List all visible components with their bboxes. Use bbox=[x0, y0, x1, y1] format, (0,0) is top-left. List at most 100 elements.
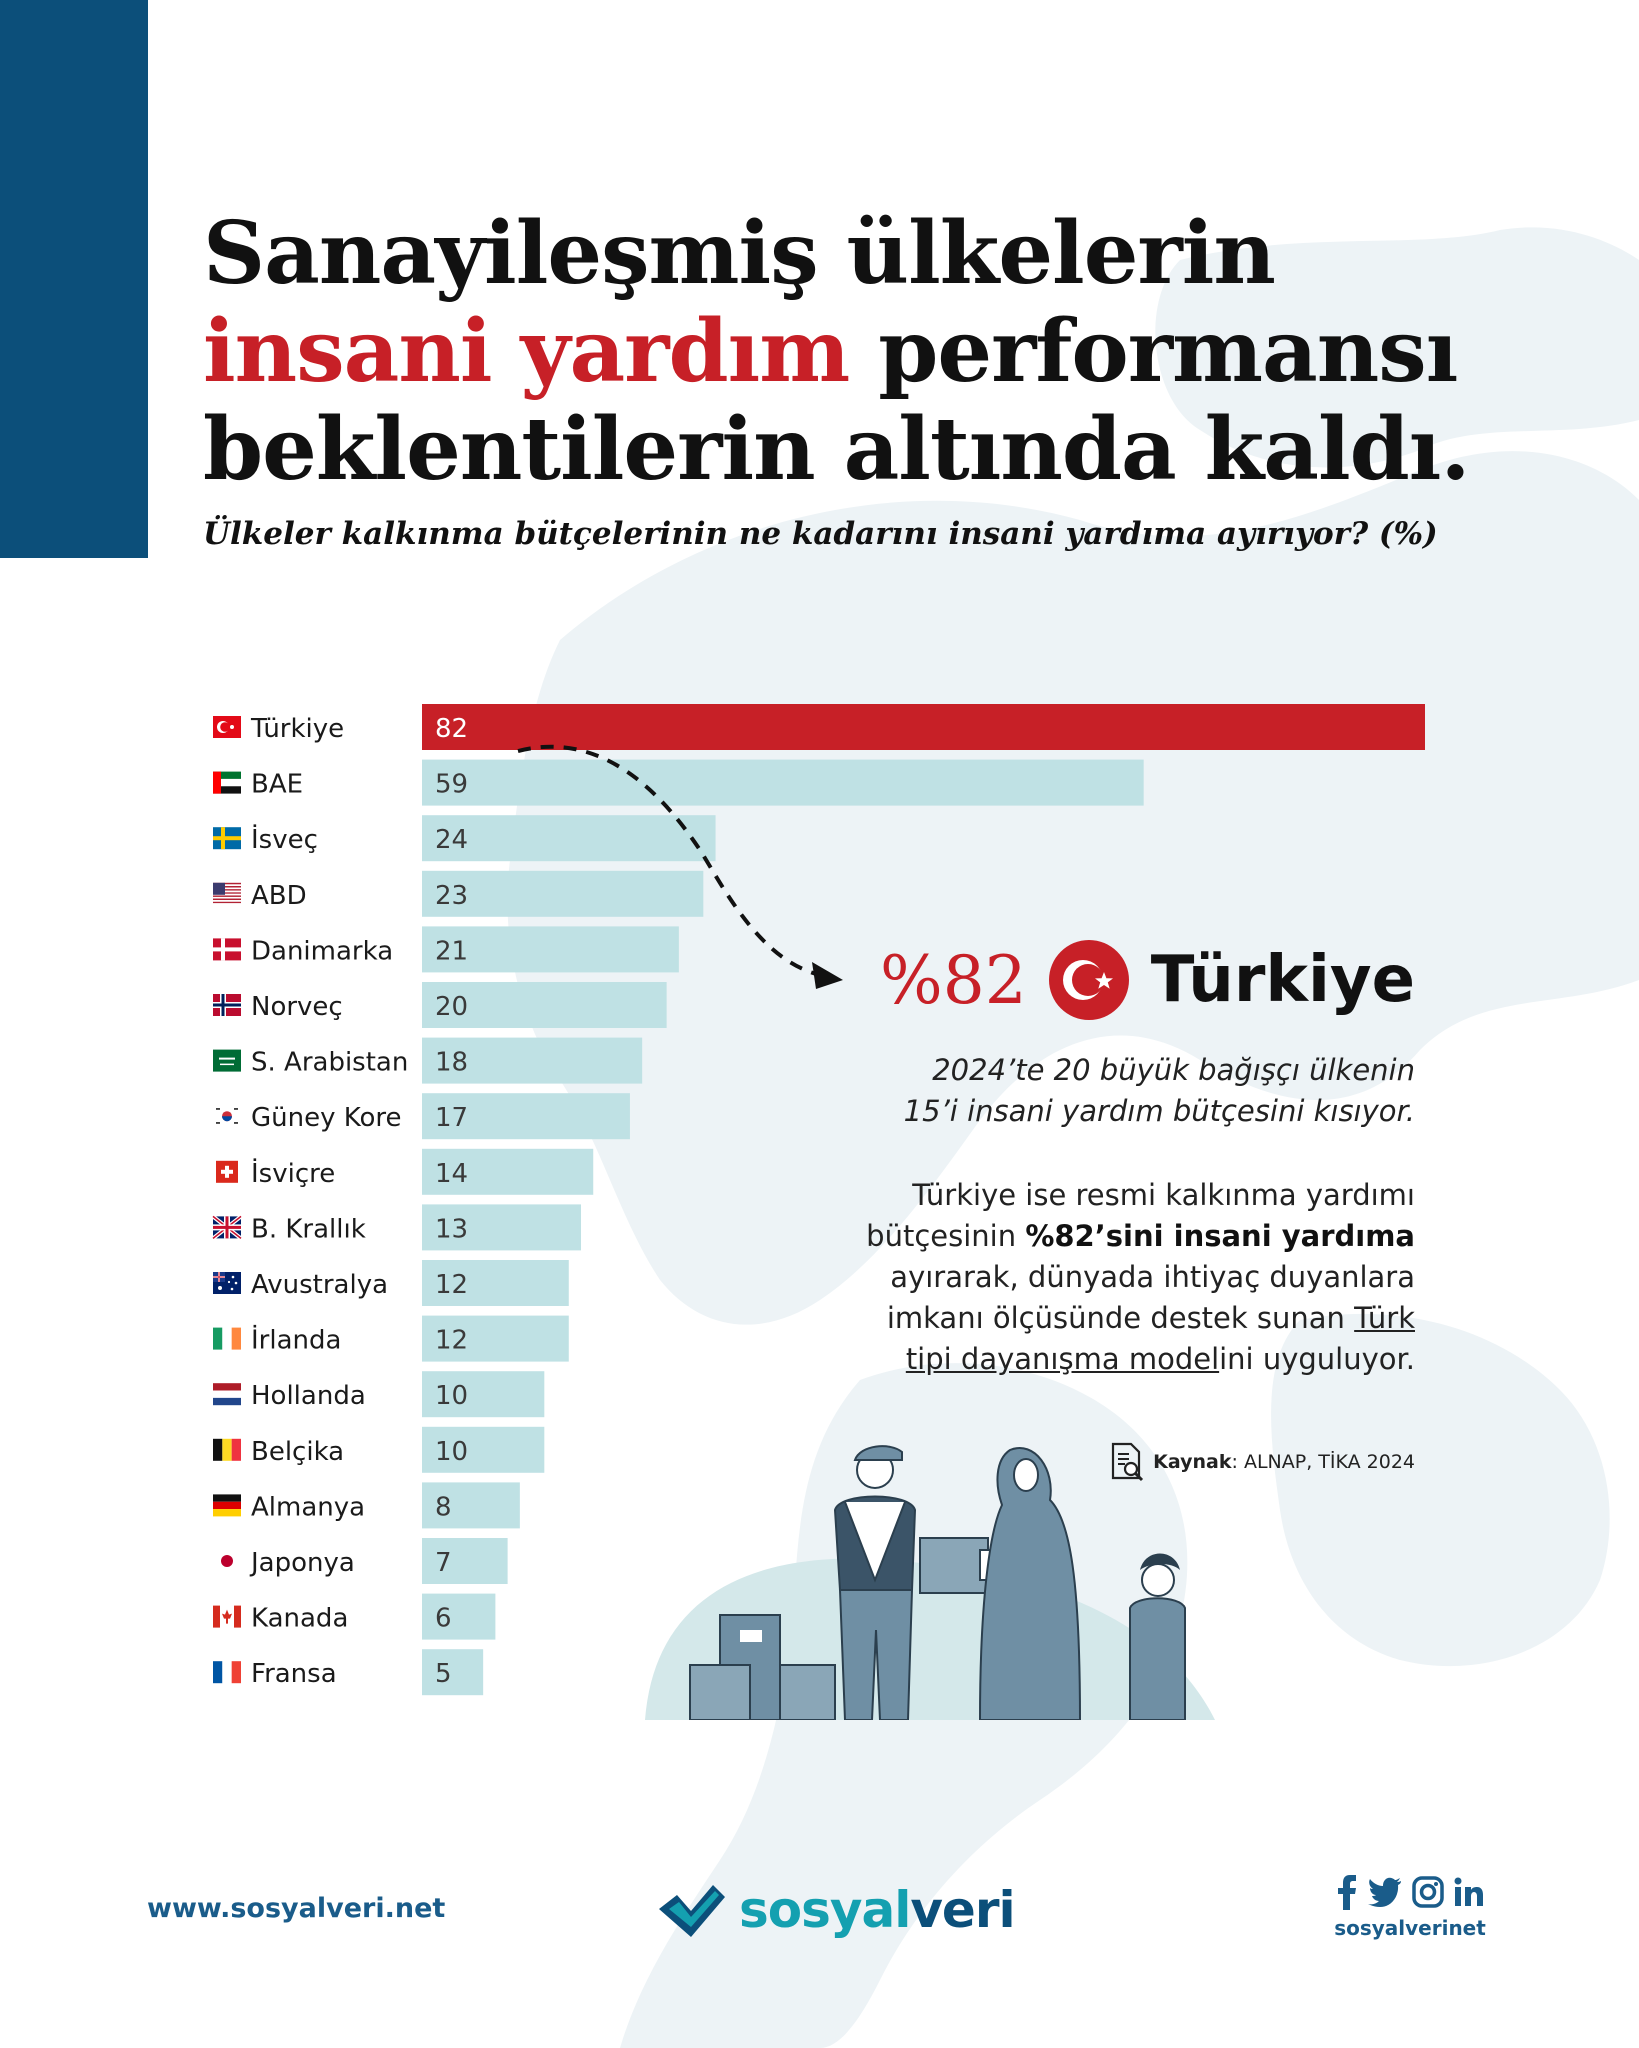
value-label: 20 bbox=[435, 992, 468, 1022]
flag-be-icon bbox=[213, 1438, 241, 1461]
flag-gb-icon bbox=[211, 1214, 243, 1240]
flag-se-icon bbox=[213, 827, 241, 850]
category-label: ABD bbox=[251, 881, 307, 911]
flag-dk-icon bbox=[213, 938, 241, 961]
bar-18 bbox=[422, 1649, 484, 1696]
bar-10 bbox=[422, 1204, 582, 1251]
page-title: Sanayileşmiş ülkelerin insani yardım per… bbox=[203, 205, 1503, 499]
body-line-3: ayırarak, dünyada ihtiyaç duyanlara bbox=[890, 1260, 1415, 1294]
chart-row-5: Danimarka 21 bbox=[213, 926, 679, 973]
source-text: : ALNAP, TİKA 2024 bbox=[1231, 1451, 1416, 1473]
flag-no-icon bbox=[213, 994, 241, 1016]
callout-arrow bbox=[517, 744, 843, 989]
category-label: Norveç bbox=[251, 992, 343, 1022]
bar-5 bbox=[422, 926, 679, 973]
twitter-icon[interactable] bbox=[1368, 1877, 1402, 1907]
chart-row-3: İsveç 24 bbox=[213, 815, 716, 862]
value-label: 12 bbox=[435, 1326, 468, 1356]
category-label: Japonya bbox=[249, 1548, 355, 1578]
flag-de-icon bbox=[213, 1494, 241, 1517]
chart-row-12: İrlanda 12 bbox=[213, 1315, 569, 1362]
body-line-4-link: Türk bbox=[1354, 1301, 1415, 1335]
social-handle[interactable]: sosyalverinet bbox=[1334, 1916, 1486, 1940]
bar-6 bbox=[422, 982, 667, 1028]
bar-14 bbox=[422, 1426, 545, 1473]
chart-row-8: Güney Kore 17 bbox=[213, 1093, 630, 1140]
value-label: 6 bbox=[435, 1604, 452, 1634]
bar-7 bbox=[422, 1037, 643, 1084]
value-label: 12 bbox=[435, 1270, 468, 1300]
title-accent: insani yardım bbox=[203, 301, 850, 402]
category-label: Türkiye bbox=[250, 714, 344, 744]
category-label: Avustralya bbox=[251, 1270, 388, 1300]
note-line-1: 2024’te 20 büyük bağışçı ülkenin bbox=[932, 1053, 1415, 1087]
callout-percent: %82 bbox=[879, 941, 1027, 1019]
callout-heading: %82 Türkiye bbox=[880, 940, 1415, 1020]
bar-9 bbox=[422, 1148, 594, 1195]
chart-row-10: B. Krallık 13 bbox=[211, 1204, 582, 1251]
value-label: 17 bbox=[435, 1103, 468, 1133]
bar-3 bbox=[422, 815, 716, 862]
chart-row-18: Fransa 5 bbox=[213, 1649, 484, 1696]
category-label: S. Arabistan bbox=[251, 1048, 408, 1078]
side-accent-bar bbox=[0, 0, 148, 558]
facebook-icon[interactable] bbox=[1336, 1874, 1358, 1910]
note-line-2: 15’i insani yardım bütçesini kısıyor. bbox=[903, 1094, 1415, 1128]
aid-delivery-illustration bbox=[645, 1445, 1215, 1720]
title-line-1: Sanayileşmiş ülkelerin bbox=[203, 203, 1276, 304]
chart-row-15: Almanya 8 bbox=[213, 1482, 520, 1529]
flag-ie-icon bbox=[213, 1327, 241, 1350]
value-label: 8 bbox=[435, 1492, 452, 1522]
chart-row-11: Avustralya 12 bbox=[213, 1260, 569, 1306]
callout-body: Türkiye ise resmi kalkınma yardımı bütçe… bbox=[795, 1175, 1415, 1380]
callout-note: 2024’te 20 büyük bağışçı ülkenin 15’i in… bbox=[815, 1050, 1415, 1132]
chart-row-16: Japonya 7 bbox=[213, 1538, 508, 1584]
category-label: BAE bbox=[251, 770, 303, 800]
chart-row-9: İsviçre 14 bbox=[216, 1148, 594, 1195]
category-label: Fransa bbox=[251, 1659, 337, 1689]
value-label: 82 bbox=[435, 714, 468, 744]
chart-row-13: Hollanda 10 bbox=[213, 1371, 545, 1418]
flag-sa-icon bbox=[213, 1049, 241, 1072]
flag-tr-icon bbox=[213, 716, 241, 738]
brand-logo: sosyalveri bbox=[655, 1870, 1016, 1950]
category-label: Hollanda bbox=[251, 1381, 366, 1411]
checkmark-logo-icon bbox=[659, 1885, 725, 1937]
turkey-flag-icon bbox=[1048, 940, 1129, 1020]
value-label: 21 bbox=[435, 936, 468, 966]
flag-fr-icon bbox=[213, 1661, 241, 1684]
flag-nl-icon bbox=[213, 1383, 241, 1406]
chart-row-1: Türkiye 82 bbox=[213, 704, 1425, 750]
logo-part-1: sosyal bbox=[739, 1881, 911, 1939]
callout-country: Türkiye bbox=[1150, 943, 1415, 1017]
chart-row-14: Belçika 10 bbox=[213, 1426, 545, 1473]
chart-row-2: BAE 59 bbox=[213, 759, 1144, 806]
value-label: 5 bbox=[435, 1659, 452, 1689]
value-label: 13 bbox=[435, 1214, 468, 1244]
linkedin-icon[interactable] bbox=[1454, 1877, 1484, 1907]
body-line-2-bold: %82’sini insani yardıma bbox=[1025, 1219, 1415, 1253]
body-line-1: Türkiye ise resmi kalkınma yardımı bbox=[912, 1178, 1415, 1212]
category-label: Kanada bbox=[251, 1604, 348, 1634]
category-label: Danimarka bbox=[251, 936, 393, 966]
body-line-4-pre: imkanı ölçüsünde destek sunan bbox=[886, 1301, 1355, 1335]
website-url[interactable]: www.sosyalveri.net bbox=[147, 1893, 446, 1924]
flag-ae-icon bbox=[213, 771, 241, 794]
value-label: 10 bbox=[435, 1381, 468, 1411]
flag-ch-icon bbox=[216, 1160, 238, 1183]
flag-au-icon bbox=[213, 1272, 241, 1294]
value-label: 59 bbox=[435, 770, 468, 800]
title-line-2-rest: performansı bbox=[849, 301, 1458, 402]
bar-12 bbox=[422, 1315, 569, 1362]
value-label: 18 bbox=[435, 1048, 468, 1078]
social-links: sosyalverinet bbox=[1330, 1872, 1490, 1940]
bar-4 bbox=[422, 870, 704, 917]
category-label: Güney Kore bbox=[251, 1103, 402, 1133]
bar-8 bbox=[422, 1093, 630, 1140]
flag-ca-icon bbox=[213, 1605, 241, 1628]
bar-11 bbox=[422, 1260, 569, 1306]
category-label: İsveç bbox=[251, 823, 318, 855]
bar-16 bbox=[422, 1538, 508, 1584]
instagram-icon[interactable] bbox=[1412, 1876, 1444, 1908]
